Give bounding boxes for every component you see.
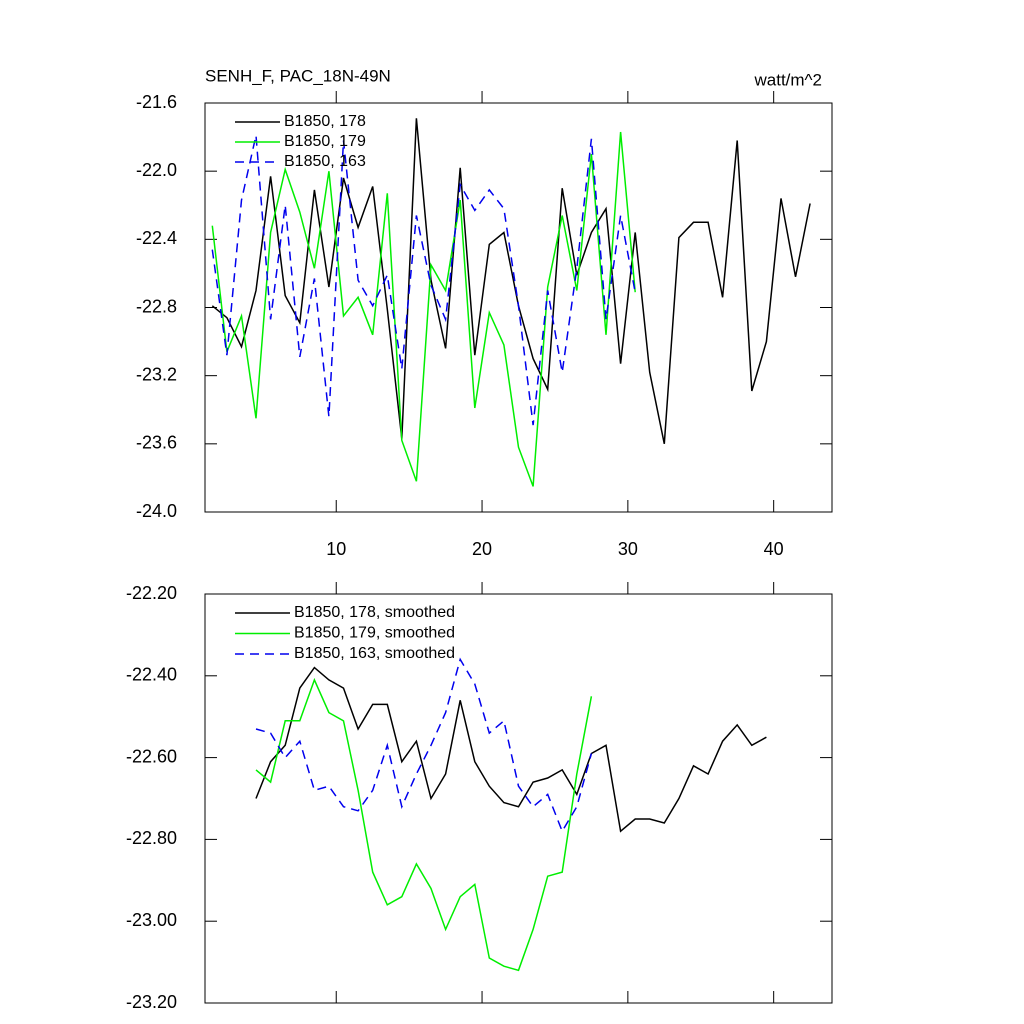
- series-line: [211, 118, 811, 444]
- x-tick-label: 30: [618, 539, 638, 559]
- chart-title: SENH_F, PAC_18N-49N: [205, 66, 391, 85]
- x-tick-label: 20: [472, 539, 492, 559]
- series-line: [255, 657, 593, 833]
- legend-label: B1850, 179, smoothed: [294, 625, 455, 642]
- y-tick-label: -22.4: [136, 228, 177, 248]
- y-tick-label: -21.6: [136, 92, 177, 112]
- legend-label: B1850, 178, smoothed: [294, 604, 455, 621]
- units-label: watt/m^2: [754, 70, 823, 89]
- plot-frame: [204, 593, 833, 1004]
- legend-label: B1850, 179: [284, 133, 366, 150]
- y-tick-label: -23.20: [126, 992, 177, 1012]
- y-tick-label: -22.60: [126, 746, 177, 766]
- legend-label: B1850, 178: [284, 113, 366, 130]
- y-tick-label: -23.00: [126, 910, 177, 930]
- y-tick-label: -23.2: [136, 364, 177, 384]
- y-tick-label: -22.8: [136, 296, 177, 316]
- x-tick-label: 40: [764, 539, 784, 559]
- series-line: [211, 135, 636, 426]
- legend-label: B1850, 163: [284, 153, 366, 170]
- x-tick-label: 10: [326, 539, 346, 559]
- y-tick-label: -23.6: [136, 433, 177, 453]
- y-tick-label: -22.40: [126, 665, 177, 685]
- series-line: [211, 131, 636, 487]
- series-line: [255, 666, 767, 833]
- y-tick-label: -24.0: [136, 501, 177, 521]
- series-line: [255, 677, 593, 972]
- y-tick-label: -22.80: [126, 828, 177, 848]
- y-tick-label: -22.0: [136, 160, 177, 180]
- y-tick-label: -22.20: [126, 583, 177, 603]
- legend-label: B1850, 163, smoothed: [294, 645, 455, 662]
